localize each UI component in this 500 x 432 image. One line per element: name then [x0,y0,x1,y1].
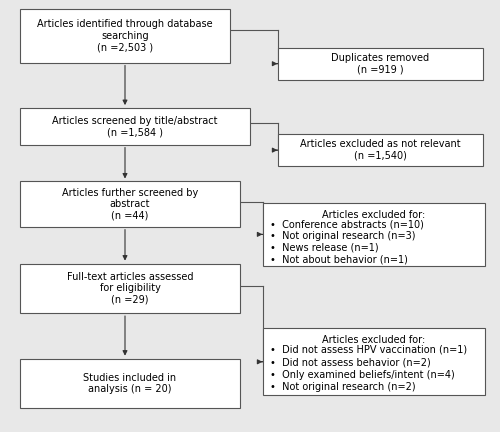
Text: •  Not about behavior (n=1): • Not about behavior (n=1) [270,254,408,264]
Text: Full-text articles assessed
for eligibility
(n =29): Full-text articles assessed for eligibil… [67,272,193,305]
Text: Articles identified through database
searching
(n =2,503 ): Articles identified through database sea… [37,19,213,52]
Text: •  Did not assess behavior (n=2): • Did not assess behavior (n=2) [270,357,431,367]
Text: •  Only examined beliefs/intent (n=4): • Only examined beliefs/intent (n=4) [270,370,455,380]
FancyBboxPatch shape [20,264,240,313]
Text: •  Not original research (n=3): • Not original research (n=3) [270,231,416,241]
Text: Articles excluded for:: Articles excluded for: [322,335,426,345]
Text: Articles further screened by
abstract
(n =44): Articles further screened by abstract (n… [62,187,198,221]
FancyBboxPatch shape [262,328,485,395]
FancyBboxPatch shape [278,48,482,80]
Text: •  Not original research (n=2): • Not original research (n=2) [270,382,416,392]
Text: •  News release (n=1): • News release (n=1) [270,242,378,252]
Text: •  Conference abstracts (n=10): • Conference abstracts (n=10) [270,219,424,229]
Text: Articles screened by title/abstract
(n =1,584 ): Articles screened by title/abstract (n =… [52,116,218,137]
Text: Studies included in
analysis (n = 20): Studies included in analysis (n = 20) [84,372,176,394]
FancyBboxPatch shape [20,9,230,63]
Text: Articles excluded as not relevant
(n =1,540): Articles excluded as not relevant (n =1,… [300,139,460,161]
FancyBboxPatch shape [20,181,240,227]
FancyBboxPatch shape [262,203,485,266]
FancyBboxPatch shape [20,359,240,408]
FancyBboxPatch shape [278,134,482,166]
Text: Articles excluded for:: Articles excluded for: [322,210,426,220]
Text: •  Did not assess HPV vaccination (n=1): • Did not assess HPV vaccination (n=1) [270,345,467,355]
Text: Duplicates removed
(n =919 ): Duplicates removed (n =919 ) [331,53,429,75]
FancyBboxPatch shape [20,108,250,145]
